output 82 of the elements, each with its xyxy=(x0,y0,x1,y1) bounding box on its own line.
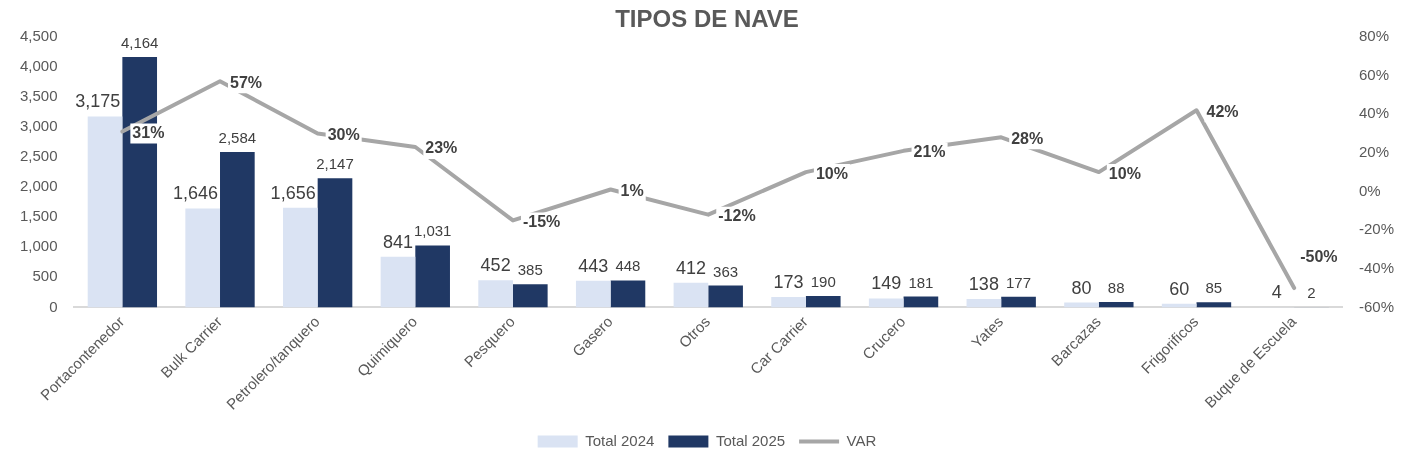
bar xyxy=(575,280,611,308)
data-label: 4,164 xyxy=(120,34,159,52)
data-label: -15% xyxy=(522,212,561,230)
data-label: 177 xyxy=(1006,273,1032,291)
y-tick-label: 0 xyxy=(49,297,58,315)
data-label: -50% xyxy=(1300,248,1338,266)
y2-tick-label: -20% xyxy=(1358,220,1395,238)
data-label: 1% xyxy=(620,181,644,199)
y2-tick-label: 40% xyxy=(1358,104,1390,122)
legend-label: Total 2025 xyxy=(715,431,786,449)
data-label: 363 xyxy=(713,262,739,280)
y-tick-label: 4,500 xyxy=(19,26,58,44)
y2-tick-label: 60% xyxy=(1358,65,1390,83)
data-label: -12% xyxy=(718,207,756,225)
data-label: 841 xyxy=(382,231,414,252)
data-label: 1,646 xyxy=(172,183,219,204)
data-label: 10% xyxy=(1108,164,1141,182)
data-label: 448 xyxy=(615,257,641,275)
bar xyxy=(673,282,709,308)
legend-label: VAR xyxy=(846,431,877,449)
y-tick-label: 3,500 xyxy=(19,87,58,105)
data-label: 2 xyxy=(1307,284,1316,302)
bar xyxy=(512,284,548,308)
data-label: 28% xyxy=(1011,129,1044,147)
data-label: 57% xyxy=(230,73,263,91)
y-tick-label: 2,000 xyxy=(19,177,58,195)
y-tick-label: 3,000 xyxy=(19,117,58,135)
bar xyxy=(415,245,450,308)
y-tick-label: 2,500 xyxy=(19,147,58,165)
data-label: 1,656 xyxy=(270,182,316,203)
y2-tick-label: 20% xyxy=(1358,142,1390,160)
data-label: 31% xyxy=(132,123,165,141)
data-label: 149 xyxy=(871,273,902,294)
data-label: 23% xyxy=(425,139,458,157)
bar xyxy=(1196,302,1232,308)
data-label: 4 xyxy=(1271,282,1282,303)
bar xyxy=(283,207,318,308)
data-label: 30% xyxy=(327,125,360,143)
data-label: 85 xyxy=(1205,279,1223,297)
data-label: 385 xyxy=(517,261,543,279)
data-label: 60 xyxy=(1169,278,1190,299)
y-tick-label: 500 xyxy=(32,267,58,285)
data-label: 1,031 xyxy=(413,222,452,240)
y2-tick-label: 80% xyxy=(1358,26,1390,44)
data-label: 443 xyxy=(578,255,609,276)
data-label: 2,584 xyxy=(218,129,257,147)
bar xyxy=(185,208,221,308)
y2-tick-label: -40% xyxy=(1358,258,1395,276)
y-tick-label: 4,000 xyxy=(19,57,58,75)
data-label: 80 xyxy=(1071,277,1092,298)
bar xyxy=(1098,302,1134,308)
data-label: 138 xyxy=(968,274,999,295)
data-label: 412 xyxy=(675,257,706,278)
data-label: 2,147 xyxy=(316,155,354,173)
data-label: 10% xyxy=(815,164,848,182)
bar xyxy=(220,152,255,308)
data-label: 181 xyxy=(908,273,934,291)
data-label: 173 xyxy=(773,272,804,293)
bar xyxy=(708,285,743,308)
data-label: 42% xyxy=(1206,102,1239,120)
y2-tick-label: -60% xyxy=(1358,297,1395,315)
data-label: 3,175 xyxy=(75,91,121,112)
bar xyxy=(903,296,939,308)
data-label: 452 xyxy=(480,255,511,276)
bar xyxy=(478,280,513,308)
bar xyxy=(610,280,646,308)
y2-tick-label: 0% xyxy=(1358,181,1381,199)
bar xyxy=(966,299,1002,308)
y-tick-label: 1,500 xyxy=(19,207,58,225)
bar xyxy=(805,295,841,308)
data-label: 190 xyxy=(810,272,836,290)
bar xyxy=(87,116,123,308)
y-tick-label: 1,000 xyxy=(19,237,58,255)
bar xyxy=(380,256,416,308)
bar xyxy=(1001,296,1036,308)
bar xyxy=(868,298,904,308)
legend-label: Total 2024 xyxy=(585,431,655,449)
data-label: 88 xyxy=(1107,279,1125,297)
chart-title: TIPOS DE NAVE xyxy=(615,5,799,33)
bar xyxy=(771,297,806,308)
bar xyxy=(317,178,353,308)
data-label: 21% xyxy=(913,143,946,161)
